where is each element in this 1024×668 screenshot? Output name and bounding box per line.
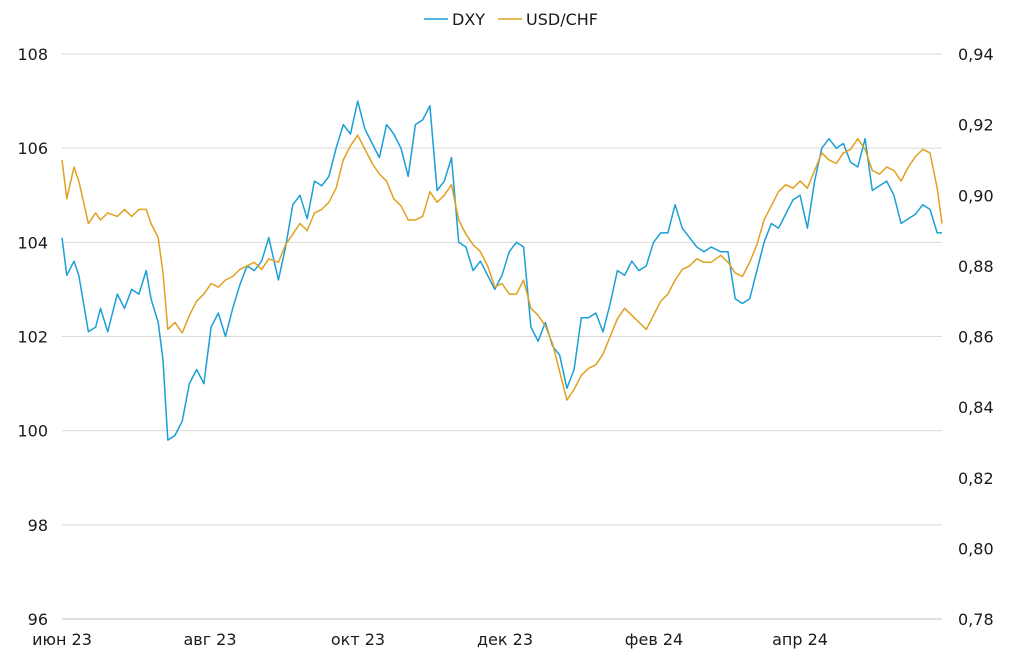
x-tick-label: июн 23 — [32, 630, 92, 649]
right-tick-label: 0,94 — [958, 45, 994, 64]
x-tick-label: окт 23 — [331, 630, 385, 649]
right-tick-label: 0,84 — [958, 398, 994, 417]
series-line-dxy — [61, 100, 942, 441]
left-tick-label: 98 — [28, 516, 48, 535]
series-lines — [61, 100, 943, 441]
right-tick-label: 0,80 — [958, 539, 994, 558]
right-tick-label: 0,90 — [958, 186, 994, 205]
right-y-axis-ticks: 0,78 0,80 0,82 0,84 0,86 0,88 0,90 0,92 0,94 — [958, 45, 994, 629]
x-axis-ticks: июн 23 авг 23 окт 23 дек 23 фев 24 апр 24 — [32, 630, 828, 649]
left-tick-label: 100 — [17, 422, 48, 441]
x-tick-label: авг 23 — [183, 630, 236, 649]
legend-label: DXY — [452, 10, 485, 29]
right-tick-label: 0,92 — [958, 116, 994, 135]
left-tick-label: 96 — [28, 610, 48, 629]
x-tick-label: апр 24 — [772, 630, 828, 649]
left-tick-label: 104 — [17, 233, 48, 252]
left-tick-label: 106 — [17, 139, 48, 158]
series-line-usd-chf — [61, 134, 943, 401]
x-tick-label: фев 24 — [625, 630, 683, 649]
legend-label: USD/CHF — [526, 10, 598, 29]
gridlines — [62, 53, 942, 620]
legend: DXY USD/CHF — [424, 10, 598, 29]
right-tick-label: 0,88 — [958, 257, 994, 276]
right-tick-label: 0,78 — [958, 610, 994, 629]
left-tick-label: 102 — [17, 328, 48, 347]
x-tick-label: дек 23 — [477, 630, 533, 649]
right-tick-label: 0,82 — [958, 469, 994, 488]
left-y-axis-ticks: 96 98 100 102 104 106 108 — [17, 45, 48, 629]
left-tick-label: 108 — [17, 45, 48, 64]
right-tick-label: 0,86 — [958, 328, 994, 347]
